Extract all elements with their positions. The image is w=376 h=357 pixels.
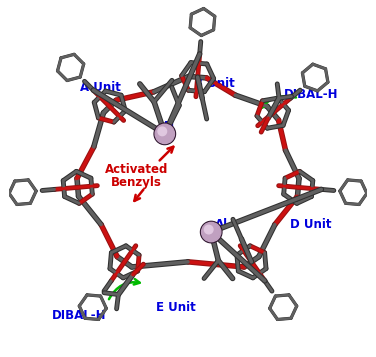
- Text: Al: Al: [162, 120, 175, 133]
- Text: Al: Al: [215, 218, 229, 231]
- Circle shape: [155, 124, 174, 144]
- Text: Benzyls: Benzyls: [111, 176, 162, 188]
- Text: DIBAL-H: DIBAL-H: [52, 310, 106, 322]
- Text: D Unit: D Unit: [290, 218, 332, 231]
- Circle shape: [158, 127, 167, 136]
- Circle shape: [200, 221, 222, 243]
- Text: E Unit: E Unit: [156, 301, 196, 313]
- Circle shape: [154, 123, 176, 145]
- Text: Activated: Activated: [105, 163, 168, 176]
- Circle shape: [205, 225, 213, 234]
- Text: A Unit: A Unit: [80, 81, 121, 94]
- Text: B Unit: B Unit: [194, 77, 235, 90]
- Text: DIBAL-H: DIBAL-H: [284, 88, 338, 101]
- Circle shape: [202, 222, 221, 242]
